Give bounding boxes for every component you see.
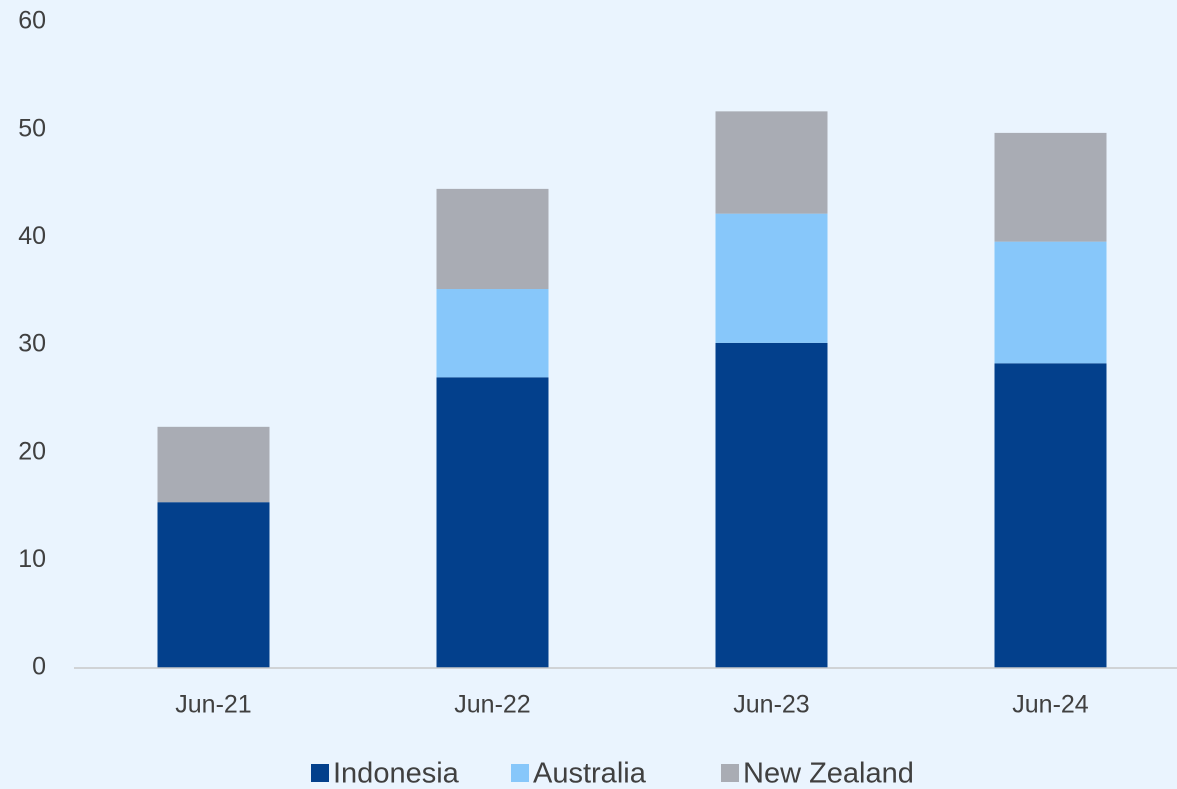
bar: [436, 188, 549, 290]
bar: [715, 111, 828, 214]
y-tick-label: 20: [18, 437, 46, 465]
x-tick-label: Jun-23: [733, 691, 809, 719]
bar: [994, 241, 1107, 364]
bar: [436, 377, 549, 668]
legend-label: New Zealand: [743, 758, 914, 789]
bar: [715, 342, 828, 668]
legend-swatch: [721, 764, 739, 782]
legend-swatch: [311, 764, 329, 782]
y-tick-label: 50: [18, 114, 46, 142]
y-tick-label: 10: [18, 545, 46, 573]
bar: [994, 363, 1107, 668]
bar: [157, 502, 270, 668]
bar: [157, 426, 270, 503]
bar: [715, 213, 828, 343]
y-tick-label: 30: [18, 330, 46, 358]
legend-label: Australia: [533, 758, 647, 789]
y-tick-label: 0: [32, 653, 46, 681]
y-tick-label: 60: [18, 7, 46, 35]
bar: [436, 289, 549, 378]
bar: [994, 132, 1107, 242]
y-tick-label: 40: [18, 222, 46, 250]
x-tick-label: Jun-24: [1012, 691, 1089, 719]
legend-label: Indonesia: [333, 758, 460, 789]
legend-swatch: [511, 764, 529, 782]
x-tick-label: Jun-22: [454, 691, 530, 719]
x-tick-label: Jun-21: [175, 691, 251, 719]
